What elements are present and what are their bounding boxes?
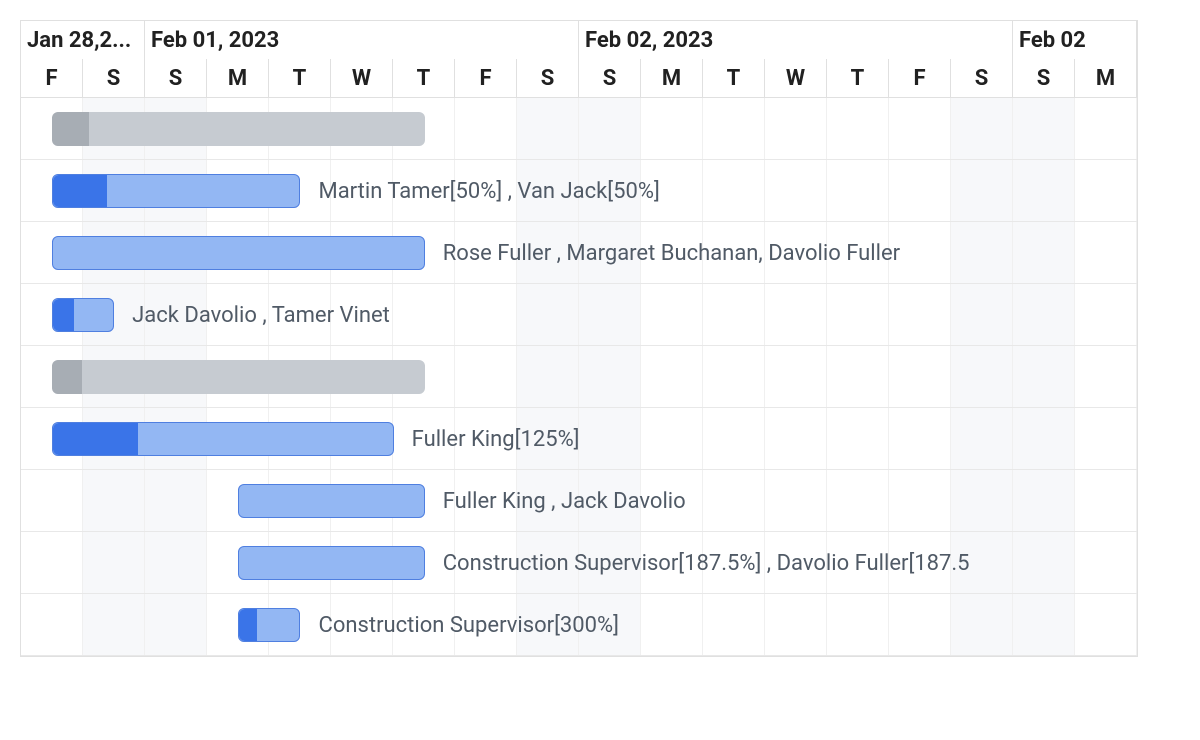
task-label: Fuller King[125%]	[412, 422, 580, 456]
task-label: Construction Supervisor[187.5%] , Davoli…	[443, 546, 970, 580]
task-row: Jack Davolio , Tamer Vinet	[21, 284, 1137, 346]
task-row: Fuller King[125%]	[21, 408, 1137, 470]
task-bar[interactable]	[52, 298, 114, 332]
task-label: Martin Tamer[50%] , Van Jack[50%]	[319, 174, 660, 208]
timeline-day-cell: M	[207, 59, 269, 97]
timeline-header-days: FSSMTWTFSSMTWTFSSM	[21, 59, 1137, 97]
timeline-day-cell: T	[393, 59, 455, 97]
task-bar[interactable]	[238, 484, 424, 518]
gantt-chart: Jan 28,2...Feb 01, 2023Feb 02, 2023Feb 0…	[20, 20, 1138, 657]
timeline-day-cell: S	[579, 59, 641, 97]
timeline-day-cell: W	[765, 59, 827, 97]
gantt-chart-area: Martin Tamer[50%] , Van Jack[50%] Rose Fu…	[21, 98, 1137, 656]
task-row	[21, 346, 1137, 408]
task-label: Rose Fuller , Margaret Buchanan, Davolio…	[443, 236, 900, 270]
task-bar[interactable]	[238, 608, 300, 642]
task-row: Construction Supervisor[187.5%] , Davoli…	[21, 532, 1137, 594]
timeline-group-cell: Feb 02	[1013, 21, 1137, 59]
timeline-day-cell: F	[455, 59, 517, 97]
task-progress	[239, 609, 257, 641]
task-progress	[52, 112, 89, 146]
task-label: Jack Davolio , Tamer Vinet	[132, 298, 390, 332]
task-bar[interactable]	[238, 546, 424, 580]
timeline-group-cell: Feb 02, 2023	[579, 21, 1013, 59]
task-label: Construction Supervisor[300%]	[319, 608, 619, 642]
task-progress	[53, 175, 107, 207]
task-progress	[53, 423, 138, 455]
timeline-day-cell: M	[1075, 59, 1137, 97]
timeline-day-cell: S	[83, 59, 145, 97]
timeline-day-cell: S	[145, 59, 207, 97]
task-row	[21, 98, 1137, 160]
task-progress	[52, 360, 82, 394]
timeline-day-cell: F	[889, 59, 951, 97]
task-bar[interactable]	[52, 236, 425, 270]
timeline-day-cell: T	[269, 59, 331, 97]
timeline-group-cell: Jan 28,2...	[21, 21, 145, 59]
timeline-group-cell: Feb 01, 2023	[145, 21, 579, 59]
timeline-day-cell: T	[703, 59, 765, 97]
timeline-day-cell: S	[1013, 59, 1075, 97]
timeline-day-cell: F	[21, 59, 83, 97]
timeline-day-cell: S	[517, 59, 579, 97]
gantt-rows: Martin Tamer[50%] , Van Jack[50%] Rose Fu…	[21, 98, 1137, 656]
parent-task-bar[interactable]	[52, 112, 425, 146]
timeline-header-groups: Jan 28,2...Feb 01, 2023Feb 02, 2023Feb 0…	[21, 21, 1137, 59]
task-label: Fuller King , Jack Davolio	[443, 484, 686, 518]
timeline-header: Jan 28,2...Feb 01, 2023Feb 02, 2023Feb 0…	[21, 21, 1137, 98]
timeline-day-cell: T	[827, 59, 889, 97]
task-row: Martin Tamer[50%] , Van Jack[50%]	[21, 160, 1137, 222]
parent-task-bar[interactable]	[52, 360, 425, 394]
task-progress	[53, 299, 74, 331]
timeline-day-cell: S	[951, 59, 1013, 97]
task-bar[interactable]	[52, 422, 394, 456]
task-bar[interactable]	[52, 174, 300, 208]
task-row: Fuller King , Jack Davolio	[21, 470, 1137, 532]
task-row: Rose Fuller , Margaret Buchanan, Davolio…	[21, 222, 1137, 284]
timeline-day-cell: W	[331, 59, 393, 97]
task-row: Construction Supervisor[300%]	[21, 594, 1137, 656]
timeline-day-cell: M	[641, 59, 703, 97]
